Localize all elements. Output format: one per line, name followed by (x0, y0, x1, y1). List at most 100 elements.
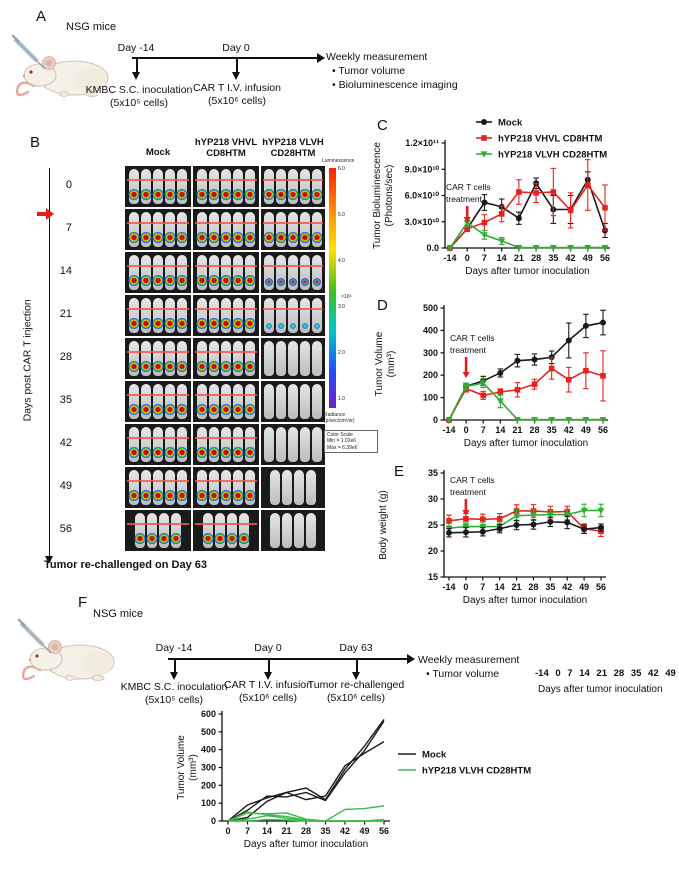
svg-text:3.0×10¹⁰: 3.0×10¹⁰ (405, 217, 440, 227)
bioluminescence-cell-day0-group1 (125, 166, 191, 207)
svg-text:42: 42 (562, 582, 572, 592)
mouse-image (244, 470, 256, 505)
luminescence-spot (244, 447, 256, 458)
luminescence-spot (214, 533, 226, 544)
bioluminescence-cell-day14-group3 (261, 252, 325, 293)
luminescence-spot (152, 361, 164, 372)
luminescence-spot (208, 447, 220, 458)
mouse-image (226, 513, 238, 548)
luminescence-spot (311, 232, 323, 243)
svg-text:300: 300 (423, 348, 438, 358)
mouse-image (270, 470, 280, 505)
svg-text:treatment: treatment (450, 345, 487, 355)
svg-text:28: 28 (531, 253, 541, 263)
day-label: 21 (59, 308, 72, 320)
svg-text:21: 21 (512, 425, 522, 435)
roi-ruler-line (127, 480, 189, 482)
mouse-image (140, 427, 152, 462)
colorbar-tick: 4.0 (338, 258, 345, 264)
bioluminescence-cell-day7-group1 (125, 209, 191, 250)
mouse-image (196, 298, 208, 333)
luminescence-spot (176, 447, 188, 458)
colorbar-radiance: Radiance (p/sec/cm²/sr) (324, 412, 355, 425)
luminescence-spot (140, 318, 152, 329)
timeline-tick (267, 659, 270, 672)
mouse-image (128, 255, 140, 290)
svg-text:0: 0 (225, 826, 230, 836)
bioluminescence-cell-day21-group2 (193, 295, 259, 336)
svg-text:200: 200 (423, 370, 438, 380)
svg-text:Days after tumor inoculation: Days after tumor inoculation (244, 839, 369, 850)
chartF: 0 100 200 300 400 500 600 0 7 14 21 28 35 42 49 56 Days … (176, 709, 531, 850)
luminescence-spot (196, 490, 208, 501)
luminescence-spot (299, 232, 311, 243)
svg-text:CAR T cells: CAR T cells (446, 182, 491, 192)
svg-text:7: 7 (481, 425, 486, 435)
roi-ruler-line (195, 523, 257, 525)
luminescence-spot (140, 404, 152, 415)
colorbar-title: Luminescence (322, 158, 355, 164)
mouse-image (275, 169, 287, 204)
luminescence-spot (244, 404, 256, 415)
svg-text:0: 0 (211, 816, 216, 826)
svg-text:Mock: Mock (498, 118, 523, 129)
mouse-image (264, 298, 274, 333)
roi-ruler-line (127, 179, 189, 181)
mouse-image (244, 298, 256, 333)
svg-text:1.2×10¹¹: 1.2×10¹¹ (405, 138, 439, 148)
mouse-image (294, 513, 304, 548)
luminescence-spot (232, 490, 244, 501)
luminescence-spot (244, 189, 256, 200)
bioluminescence-cell-day49-group2 (193, 467, 259, 508)
bioluminescence-cell-day7-group3 (261, 209, 325, 250)
timeline-tick (235, 58, 238, 72)
mouse-image (220, 341, 232, 376)
mouse-image (146, 513, 158, 548)
svg-text:200: 200 (201, 780, 216, 790)
luminescence-spot (220, 361, 232, 372)
luminescence-spot (289, 278, 297, 286)
svg-text:(mm³): (mm³) (188, 754, 199, 781)
svg-text:21: 21 (281, 826, 291, 836)
luminescence-spot (128, 189, 140, 200)
luminescence-spot (196, 361, 208, 372)
bioluminescence-cell-day42-group2 (193, 424, 259, 465)
luminescence-spot (208, 361, 220, 372)
luminescence-spot (202, 533, 214, 544)
colorbar-scale-box: Color Scale Min = 1.02e6 Max = 6.39e6 (324, 430, 378, 453)
luminescence-spot (152, 318, 164, 329)
mouse-image (220, 169, 232, 204)
mouse-image (264, 341, 274, 376)
mouse-image (152, 169, 164, 204)
svg-text:hYP218 VLVH CD28HTM: hYP218 VLVH CD28HTM (498, 150, 607, 161)
mouse-image (176, 212, 188, 247)
mouse-image (232, 255, 244, 290)
svg-text:56: 56 (598, 425, 608, 435)
svg-text:500: 500 (201, 727, 216, 737)
luminescence-spot (287, 189, 299, 200)
luminescence-spot (128, 361, 140, 372)
mouse-image (312, 298, 322, 333)
mouse-image (300, 255, 310, 290)
bioluminescence-cell-day0-group2 (193, 166, 259, 207)
measurement-item: Bioluminescence imaging (332, 79, 458, 92)
bioluminescence-cell-day35-group2 (193, 381, 259, 422)
luminescence-spot (232, 189, 244, 200)
down-arrow-icon (264, 672, 272, 680)
roi-ruler-line (195, 179, 257, 181)
group-header: hYP218 VLVH CD28HTM (262, 137, 324, 160)
mouse-image (276, 384, 286, 419)
svg-text:0: 0 (433, 415, 438, 425)
svg-text:20: 20 (428, 546, 438, 556)
mouse-image (196, 427, 208, 462)
mouse-image (263, 169, 275, 204)
svg-text:Days after tumor inoculation: Days after tumor inoculation (463, 595, 588, 606)
svg-text:42: 42 (340, 826, 350, 836)
luminescence-spot (164, 404, 176, 415)
luminescence-spot (140, 490, 152, 501)
days-axis-line (48, 168, 51, 556)
mouse-image (208, 169, 220, 204)
mouse-image-grid (125, 166, 327, 554)
mouse-image (232, 470, 244, 505)
luminescence-spot (176, 275, 188, 286)
